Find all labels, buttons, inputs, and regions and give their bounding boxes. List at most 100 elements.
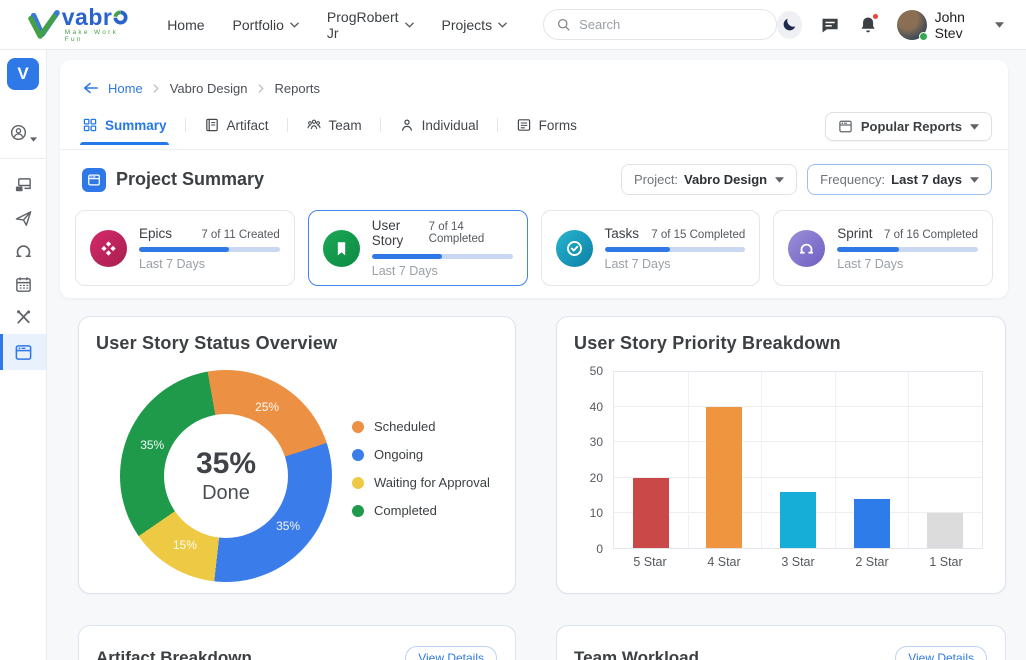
stat-title: Tasks [604, 225, 640, 241]
view-details-button[interactable]: View Details [405, 646, 497, 660]
nav-links: Home Portfolio ProgRobert Jr Projects [167, 9, 507, 41]
bar-plot-area [613, 371, 983, 549]
search-box[interactable] [543, 9, 777, 40]
nav-link-progrobert-jr[interactable]: ProgRobert Jr [327, 9, 414, 41]
nav-link-label: Home [167, 16, 205, 33]
tab-summary[interactable]: Summary [80, 117, 169, 145]
bar-3-star[interactable] [779, 491, 816, 548]
tab-divider [184, 118, 186, 132]
x-tick-label: 5 Star [633, 555, 667, 569]
donut-center: 35% Done [164, 414, 288, 538]
stat-top: Tasks 7 of 15 Completed [605, 226, 746, 241]
sidebar-item-sprints[interactable] [0, 235, 46, 268]
bar-5-star[interactable] [632, 477, 669, 548]
tabs-row: Summary Artifact Team Individual Forms Popul… [60, 112, 1008, 150]
user-story-priority-card: User Story Priority Breakdown 0 10 20 30 40 5… [556, 316, 1006, 594]
nav-link-projects[interactable]: Projects [442, 17, 508, 33]
user-menu[interactable]: John Stev [896, 9, 1005, 41]
popular-reports-button[interactable]: Popular Reports [824, 112, 992, 141]
tab-label: Individual [421, 117, 479, 133]
sidebar-item-reports[interactable] [0, 334, 46, 370]
bar-2-star[interactable] [853, 498, 890, 548]
left-sidebar: V [0, 50, 47, 660]
filter-frequency-dropdown[interactable]: Frequency: Last 7 days [807, 164, 992, 195]
legend-item-completed: Completed [352, 503, 490, 518]
progress-bar-fill [139, 246, 229, 252]
legend-dot [352, 476, 364, 489]
y-tick-label: 20 [589, 470, 603, 485]
sidebar-divider [0, 158, 46, 159]
gridline [614, 441, 982, 443]
stat-body: Tasks 7 of 15 Completed Last 7 Days [604, 226, 746, 271]
tab-forms[interactable]: Forms [516, 117, 577, 144]
x-tick-label: 3 Star [781, 555, 815, 569]
grid-icon [82, 117, 98, 133]
stat-top: User Story 7 of 14 Completed [372, 218, 513, 248]
messages-button[interactable] [820, 14, 840, 36]
gridline [614, 406, 982, 408]
stat-cards: Epics 7 of 11 Created Last 7 Days User Stor… [60, 195, 1008, 286]
slice-label-completed: 35% [140, 438, 165, 453]
stat-card-tasks[interactable]: Tasks 7 of 15 Completed Last 7 Days [540, 210, 761, 286]
stat-card-epics[interactable]: Epics 7 of 11 Created Last 7 Days [75, 210, 295, 286]
breadcrumb-item-vabro-design[interactable]: Vabro Design [169, 80, 248, 96]
breadcrumb-item-reports[interactable]: Reports [274, 80, 321, 96]
bar-column [614, 372, 688, 548]
stat-period: Last 7 Days [371, 264, 438, 278]
gridline [834, 372, 836, 548]
bar-column [688, 372, 762, 548]
sprint-loop-icon [14, 242, 33, 261]
tabs: Summary Artifact Team Individual Forms [80, 117, 577, 145]
stat-card-user-story[interactable]: User Story 7 of 14 Completed Last 7 Days [307, 210, 528, 286]
x-tick-label: 1 Star [929, 555, 963, 569]
notifications-button[interactable] [858, 12, 879, 36]
sidebar-item-launch[interactable] [0, 202, 46, 235]
filters: Project: Vabro Design Frequency: Last 7 day… [620, 164, 992, 195]
tab-label: Summary [105, 117, 167, 133]
forms-icon [516, 117, 532, 133]
online-status-dot [918, 31, 928, 41]
filter-project-dropdown[interactable]: Project: Vabro Design [620, 164, 798, 195]
caret-down-icon [30, 130, 37, 142]
sidebar-item-tools[interactable] [0, 301, 46, 334]
legend-label: Scheduled [374, 419, 436, 434]
tab-team[interactable]: Team [306, 117, 362, 144]
legend-dot [352, 448, 364, 461]
stat-card-sprint[interactable]: Sprint 7 of 16 Completed Last 7 Days [773, 210, 993, 286]
vabro-logo[interactable]: vabr Make Work Fun [28, 6, 135, 43]
tab-individual[interactable]: Individual [399, 117, 479, 144]
tab-artifact[interactable]: Artifact [204, 117, 269, 144]
nav-link-label: Portfolio [232, 16, 284, 33]
sidebar-item-calendar[interactable] [0, 268, 46, 301]
dark-mode-toggle[interactable] [776, 10, 803, 39]
bar-4-star[interactable] [706, 407, 743, 548]
popular-reports-label: Popular Reports [860, 119, 962, 134]
bar-x-axis: 5 Star 4 Star 3 Star 2 Star 1 Star [613, 555, 983, 569]
workspace-badge[interactable]: V [7, 58, 39, 90]
sidebar-item-workflow[interactable] [0, 169, 46, 202]
progress-bar-fill [837, 246, 899, 252]
chevron-right-icon [153, 83, 160, 94]
stat-meta: 7 of 11 Created [201, 228, 280, 241]
sidebar-item-profile[interactable] [0, 114, 46, 150]
bar-y-axis: 0 10 20 30 40 50 [577, 364, 607, 556]
view-details-button[interactable]: View Details [895, 646, 987, 660]
filter-label: Frequency: [820, 172, 886, 187]
slice-label-scheduled: 25% [255, 400, 280, 415]
back-arrow-icon[interactable] [82, 80, 98, 96]
nav-link-portfolio[interactable]: Portfolio [233, 17, 299, 33]
gridline [761, 372, 763, 548]
slice-label-ongoing: 35% [276, 519, 301, 534]
search-input[interactable] [579, 17, 764, 32]
legend-item-waiting-for-approval: Waiting for Approval [352, 475, 490, 490]
bar-1-star[interactable] [927, 512, 964, 548]
x-tick-label: 2 Star [855, 555, 889, 569]
donut-legend: Scheduled Ongoing Waiting for Approval Comp… [352, 419, 490, 518]
nav-link-home[interactable]: Home [167, 17, 204, 33]
page-head: Project Summary Project: Vabro Design Freq… [60, 150, 1008, 195]
stat-top: Sprint 7 of 16 Completed [837, 226, 978, 241]
breadcrumb-item-home[interactable]: Home [108, 80, 143, 96]
y-tick-label: 30 [589, 435, 603, 450]
gridline [908, 372, 910, 548]
donut-center-label: Done [202, 481, 250, 504]
